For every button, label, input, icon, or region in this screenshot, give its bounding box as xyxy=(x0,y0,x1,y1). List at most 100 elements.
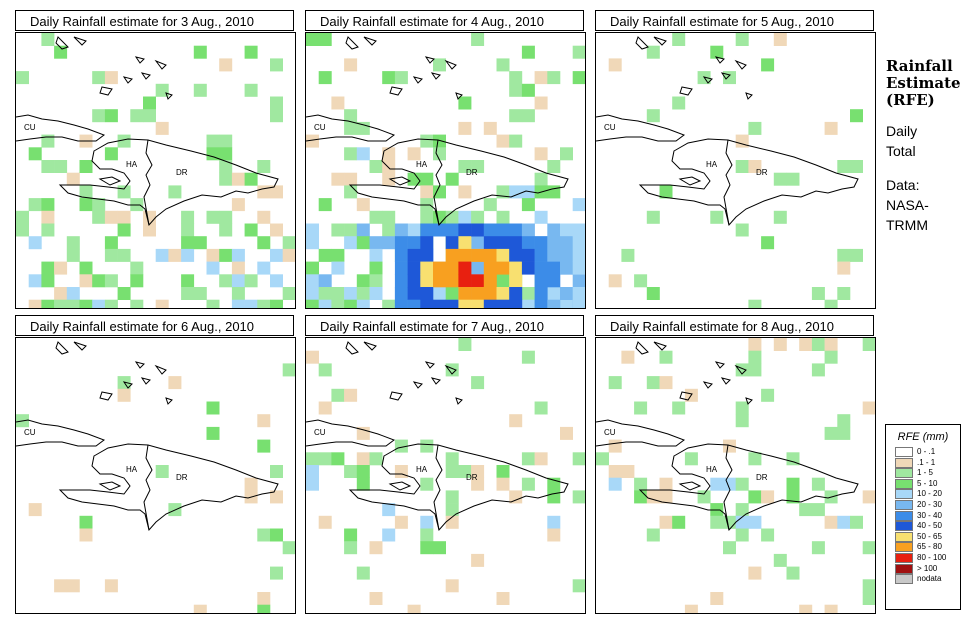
rainfall-cell xyxy=(344,287,358,300)
island-outline xyxy=(345,341,359,355)
rainfall-cell xyxy=(445,172,459,186)
rainfall-cell xyxy=(824,299,838,308)
island-outline xyxy=(98,176,122,186)
rainfall-cell xyxy=(735,401,749,415)
rainfall-cell xyxy=(458,287,472,300)
rainfall-cell xyxy=(356,274,370,288)
rainfall-cell xyxy=(181,274,195,288)
rainfall-cell xyxy=(572,198,585,212)
rainfall-map: CU HA DR xyxy=(305,337,586,614)
rainfall-cell xyxy=(394,287,408,300)
text-line: TRMM xyxy=(886,217,928,233)
rainfall-cell xyxy=(270,58,283,72)
cuba-outline xyxy=(596,419,686,447)
rainfall-cell xyxy=(244,172,258,186)
rainfall-cell xyxy=(748,363,762,377)
legend-label: 1 - 5 xyxy=(917,468,934,478)
panel-title: Daily Rainfall estimate for 6 Aug., 2010 xyxy=(15,315,294,336)
rainfall-cell xyxy=(824,515,838,529)
rainfall-cell xyxy=(521,287,535,300)
rainfall-cell xyxy=(646,109,660,123)
rainfall-cell xyxy=(735,477,749,491)
rainfall-cell xyxy=(130,109,144,123)
text-line: NASA- xyxy=(886,197,929,213)
rainfall-cell xyxy=(735,414,749,428)
hispaniola-outline xyxy=(348,443,569,532)
rainfall-cell xyxy=(356,465,370,478)
rainfall-cell xyxy=(572,490,585,504)
island-outline xyxy=(165,92,173,100)
rainfall-cell xyxy=(572,287,585,300)
rainfall-cell xyxy=(407,236,421,250)
rainfall-cell xyxy=(257,299,271,308)
rainfall-cell xyxy=(710,477,724,491)
rainfall-cell xyxy=(496,287,510,300)
island-outline xyxy=(99,86,113,96)
rainfall-cell xyxy=(458,185,472,199)
rainfall-cell xyxy=(509,287,523,300)
rainfall-cell xyxy=(534,274,548,288)
rainfall-cell xyxy=(420,287,434,300)
title-line: (RFE) xyxy=(886,91,935,109)
rainfall-cell xyxy=(697,490,711,504)
legend-swatch xyxy=(895,468,913,479)
rainfall-cell xyxy=(206,210,220,224)
rainfall-cell xyxy=(92,198,106,212)
rainfall-cell xyxy=(634,274,648,288)
rainfall-cell xyxy=(534,96,548,110)
legend-label: nodata xyxy=(917,574,942,584)
rainfall-cell xyxy=(773,210,787,224)
rainfall-cell xyxy=(811,503,825,517)
rainfall-cell xyxy=(117,223,131,237)
rainfall-cell xyxy=(344,185,358,199)
rainfall-cell xyxy=(509,236,523,250)
rainfall-cell xyxy=(608,477,622,491)
rainfall-cell xyxy=(496,299,510,308)
hispaniola-outline xyxy=(348,138,569,227)
rainfall-cell xyxy=(244,274,258,288)
rainfall-cell xyxy=(445,299,459,308)
rainfall-cell xyxy=(509,134,523,148)
rainfall-cell xyxy=(547,299,561,308)
island-outline xyxy=(388,176,412,186)
rainfall-cell xyxy=(509,71,523,85)
rainfall-cell xyxy=(28,503,42,517)
rainfall-cell xyxy=(445,503,459,517)
rainfall-cell xyxy=(458,210,472,224)
rainfall-cell xyxy=(458,338,472,351)
rainfall-cell xyxy=(257,414,271,428)
country-label-cu: CU xyxy=(314,123,326,132)
map-description: Rainfall Estimate (RFE) Daily Total Data… xyxy=(886,58,971,235)
rainfall-cell xyxy=(66,236,80,250)
rainfall-cell xyxy=(824,350,838,364)
title-line: Rainfall xyxy=(886,57,953,75)
rainfall-cell xyxy=(547,223,561,237)
rainfall-cell xyxy=(143,109,156,123)
island-outline xyxy=(122,381,133,389)
rainfall-cell xyxy=(66,248,80,262)
rainfall-cell xyxy=(231,261,245,275)
rainfall-cell xyxy=(181,287,195,300)
rainfall-cell xyxy=(445,287,459,300)
rainfall-cell xyxy=(270,248,283,262)
rainfall-cell xyxy=(646,490,660,504)
rainfall-cell xyxy=(257,261,271,275)
rainfall-cell xyxy=(344,299,358,308)
legend-title: RFE (mm) xyxy=(897,431,949,443)
rainfall-cell xyxy=(534,236,548,250)
island-outline xyxy=(430,72,441,80)
legend-item: 30 - 40 xyxy=(886,510,960,522)
text-line: Total xyxy=(886,143,916,159)
rainfall-cell xyxy=(79,261,93,275)
rainfall-cell xyxy=(837,515,851,529)
rainfall-cell xyxy=(219,172,233,186)
rainfall-map: CU HA DR xyxy=(15,32,296,309)
rainfall-cell xyxy=(382,236,396,250)
rainfall-cell xyxy=(306,223,319,237)
legend-label: 30 - 40 xyxy=(917,510,942,520)
legend-swatch xyxy=(895,499,913,510)
country-label-ha: HA xyxy=(126,160,138,169)
legend-swatch xyxy=(895,531,913,542)
rainfall-cell xyxy=(445,261,459,275)
